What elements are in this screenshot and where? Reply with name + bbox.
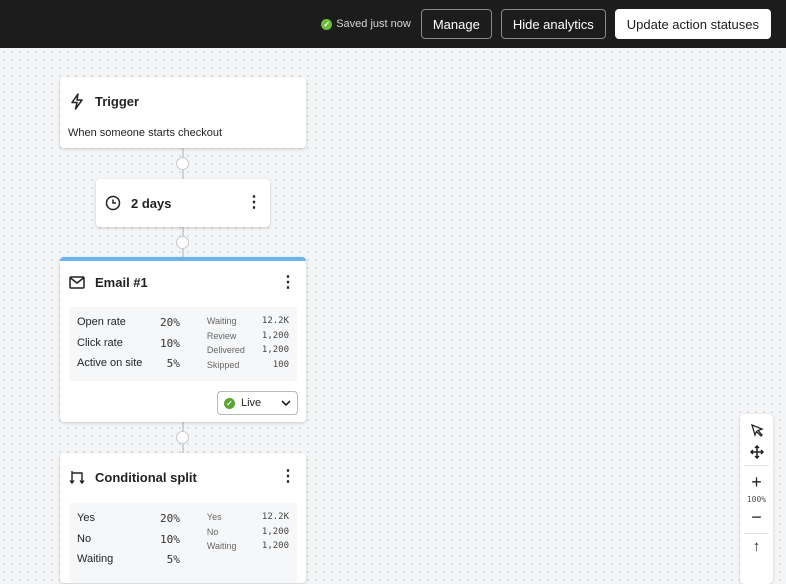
metric-row: Active on site 5% — [77, 357, 180, 378]
stat-label: Click rate — [77, 336, 123, 349]
count-row: Review 1,200 — [207, 331, 289, 346]
conditional-split-card[interactable]: Conditional split ⋮ Yes 20% No 10% Waiting… — [60, 453, 306, 583]
update-action-statuses-button[interactable]: Update action statuses — [614, 9, 771, 39]
split-title: Conditional split — [95, 469, 197, 485]
more-options-icon[interactable]: ⋮ — [280, 274, 296, 291]
stat-value: 10% — [160, 336, 180, 350]
count-row: Delivered 1,200 — [207, 345, 289, 360]
stat-value: 1,200 — [261, 526, 289, 537]
hide-analytics-button[interactable]: Hide analytics — [500, 9, 606, 39]
trigger-description: When someone starts checkout — [68, 127, 223, 139]
count-row: No 1,200 — [207, 527, 289, 542]
stat-label: Yes — [206, 512, 222, 522]
stat-value: 12.2K — [261, 512, 289, 522]
count-row: Waiting 1,200 — [207, 541, 289, 556]
metric-row: Yes 20% — [77, 512, 180, 533]
zoom-in-icon[interactable]: + — [751, 472, 762, 492]
stat-value: 5% — [166, 553, 180, 566]
stat-label: Waiting — [206, 541, 237, 551]
check-circle-icon: ✓ — [224, 397, 235, 409]
delay-card[interactable]: 2 days ⋮ — [96, 179, 270, 227]
save-status-text: Saved just now — [336, 18, 411, 30]
email-title: Email #1 — [95, 275, 148, 290]
delay-label: 2 days — [131, 195, 172, 211]
email-stats: Open rate 20% Click rate 10% Active on sit… — [69, 307, 297, 381]
canvas-toolbar: + 100% − ↑ — [740, 414, 773, 584]
clock-icon — [105, 195, 121, 211]
save-status: ✓ Saved just now — [321, 18, 411, 30]
metric-row: Open rate 20% — [77, 316, 180, 337]
stat-value: 1,200 — [261, 541, 289, 551]
zoom-level: 100% — [746, 495, 767, 504]
check-circle-icon: ✓ — [321, 18, 333, 30]
move-pan-icon[interactable] — [749, 445, 764, 459]
arrow-up-icon[interactable]: ↑ — [752, 538, 761, 555]
more-options-icon[interactable]: ⋮ — [246, 194, 262, 211]
stat-label: Waiting — [77, 553, 114, 565]
stat-value: 12.2K — [261, 316, 289, 326]
stat-label: No — [77, 532, 92, 545]
lightning-icon — [71, 93, 83, 110]
envelope-icon — [69, 276, 85, 289]
stat-value: 1,200 — [261, 330, 289, 341]
stat-label: Open rate — [77, 316, 126, 328]
stat-label: No — [206, 526, 219, 537]
stat-value: 1,200 — [261, 345, 289, 355]
stat-label: Skipped — [206, 359, 240, 370]
trigger-card[interactable]: Trigger When someone starts checkout — [60, 77, 306, 148]
stat-value: 20% — [160, 316, 180, 329]
metric-row: Click rate 10% — [77, 337, 180, 358]
chevron-down-icon — [281, 399, 291, 406]
manage-button[interactable]: Manage — [420, 9, 492, 39]
add-step-node[interactable] — [176, 236, 189, 249]
split-stats: Yes 20% No 10% Waiting 5% Yes 12.2K No 1,200 … — [69, 503, 297, 583]
status-value: Live — [241, 397, 262, 409]
count-row: Skipped 100 — [207, 360, 289, 375]
stat-label: Delivered — [206, 345, 245, 355]
zoom-out-icon[interactable]: − — [751, 507, 762, 527]
count-row: Yes 12.2K — [207, 512, 289, 527]
split-icon — [69, 471, 85, 485]
stat-label: Active on site — [77, 357, 143, 369]
trigger-title: Trigger — [95, 94, 140, 109]
stat-value: 20% — [160, 512, 180, 525]
email-card[interactable]: Email #1 ⋮ Open rate 20% Click rate 10% Ac… — [60, 257, 306, 422]
stat-value: 100 — [272, 359, 289, 370]
metric-row: Waiting 5% — [77, 553, 180, 574]
status-dropdown[interactable]: ✓ Live — [217, 391, 298, 415]
stat-label: Waiting — [206, 316, 237, 326]
pointer-select-icon[interactable] — [750, 423, 764, 437]
more-options-icon[interactable]: ⋮ — [280, 468, 296, 485]
top-bar: ✓ Saved just now Manage Hide analytics Up… — [0, 0, 786, 48]
stat-value: 5% — [166, 357, 180, 370]
metric-row: No 10% — [77, 533, 180, 554]
count-row: Waiting 12.2K — [207, 316, 289, 331]
stat-label: Review — [206, 330, 237, 341]
stat-label: Yes — [77, 512, 95, 524]
add-step-node[interactable] — [176, 157, 189, 170]
stat-value: 10% — [160, 532, 180, 546]
add-step-node[interactable] — [176, 431, 189, 444]
